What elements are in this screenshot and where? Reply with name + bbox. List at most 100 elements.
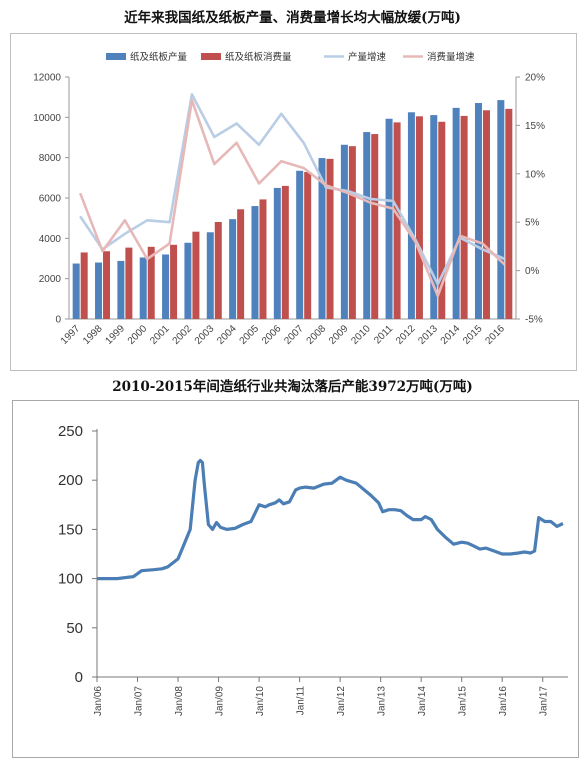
right-tick-label: -5% [525,315,543,326]
bar-consumption [460,115,468,320]
x-tick-label: 2012 [394,323,418,347]
right-tick-label: 15% [525,121,545,132]
left-tick-label: 6000 [39,194,62,205]
bar-consumption [103,251,111,319]
bar-consumption [415,116,423,319]
bar-consumption [326,158,334,319]
bar-consumption [438,121,446,320]
x-tick-label: Jan/06 [93,686,104,716]
bar-consumption [482,110,490,320]
bar-consumption [80,252,88,319]
bar-consumption [125,247,133,319]
y-tick-label: 0 [75,669,83,686]
y-tick-label: 100 [58,571,83,588]
x-tick-label: 1999 [103,323,127,347]
right-tick-label: 10% [525,169,545,180]
bar-consumption [505,108,513,319]
bar-production [95,262,103,319]
bar-consumption [371,134,379,319]
bar-production [407,112,415,320]
bar-consumption [237,209,245,319]
bar-consumption [170,244,178,319]
x-tick-label: 1997 [59,323,83,347]
x-tick-label: Jan/16 [498,686,509,716]
x-tick-label: Jan/13 [377,686,388,716]
x-tick-label: 2003 [193,323,217,347]
y-tick-label: 150 [58,521,83,538]
bar-consumption [393,122,401,319]
x-tick-label: 2004 [215,323,239,347]
x-tick-label: 2014 [439,323,463,347]
x-tick-label: 2005 [238,323,262,347]
x-tick-label: Jan/08 [174,686,185,716]
index-line [97,458,564,581]
bar-consumption [259,199,267,319]
right-tick-label: 5% [525,218,540,229]
bar-production [251,206,259,319]
x-tick-label: 1998 [81,323,105,347]
left-tick-label: 0 [55,315,61,326]
x-tick-label: 2002 [171,323,195,347]
line-consumption-growth [78,98,506,298]
line-production-growth [79,93,506,286]
bar-production [72,263,80,319]
bar-production [340,144,348,319]
bar-production [206,232,214,319]
left-tick-label: 8000 [39,153,62,164]
bar-consumption [281,185,289,319]
bar-production [229,219,237,319]
chart1-svg: 0 2000 4000 6000 8000 10000 12000 -5% 0% 5% 10% 15%… [33,51,545,347]
left-tick-label: 4000 [39,234,62,245]
bar-consumption [214,221,222,319]
bar-consumption [304,171,312,319]
left-tick-label: 10000 [33,113,61,124]
left-tick-label: 2000 [39,274,62,285]
x-tick-label: Jan/15 [458,686,469,716]
x-tick-label: 2007 [282,323,306,347]
x-tick-label: Jan/07 [134,686,145,716]
legend-swatch [106,53,126,60]
legend-label: 消费量增速 [427,51,475,63]
chart2-title: 2010-2015年间造纸行业共淘汰落后产能3972万吨(万吨) [112,379,473,395]
chart1-panel: 0 2000 4000 6000 8000 10000 12000 -5% 0% 5% 10% 15%… [10,33,577,371]
right-tick-label: 0% [525,266,540,277]
x-tick-label: 2001 [148,323,172,347]
x-tick-label: Jan/09 [215,686,226,716]
x-tick-label: 2000 [126,323,150,347]
bar-production [318,158,326,319]
x-tick-label: 2011 [372,323,395,346]
x-tick-label: 2016 [483,323,507,347]
bar-production [497,100,505,319]
bar-production [273,187,281,319]
bar-consumption [192,231,200,319]
y-tick-label: 200 [58,472,83,489]
legend-label: 产量增速 [348,51,387,63]
chart2-panel: 0 50 100 150 200 250 Jan/06 Jan/07 Jan/08 Jan/09 J… [12,400,579,758]
x-tick-label: Jan/14 [417,686,428,716]
x-tick-label: Jan/11 [296,686,307,716]
bar-production [117,260,125,319]
x-tick-label: 2013 [416,323,440,347]
y-tick-label: 250 [58,423,83,440]
legend-label: 纸及纸板消费量 [225,51,292,63]
x-tick-label: Jan/10 [255,686,266,716]
legend-label: 纸及纸板产量 [130,51,188,63]
bar-production [363,132,371,319]
bar-production [162,254,170,319]
x-tick-label: 2006 [260,323,284,347]
bar-production [296,170,304,319]
x-tick-label: 2015 [461,323,485,347]
x-tick-label: 2009 [327,323,351,347]
x-tick-label: 2008 [305,323,329,347]
bar-consumption [348,146,356,319]
bar-production [474,103,482,319]
bar-production [452,107,460,319]
x-tick-label: 2010 [349,323,373,347]
left-tick-label: 12000 [33,73,61,84]
bar-production [385,118,393,320]
bar-production [184,242,192,319]
bar-production [430,115,438,320]
x-tick-label: Jan/17 [539,686,550,716]
chart2-svg: 0 50 100 150 200 250 Jan/06 Jan/07 Jan/08 Jan/09 J… [58,423,568,716]
bar-consumption [147,246,155,319]
